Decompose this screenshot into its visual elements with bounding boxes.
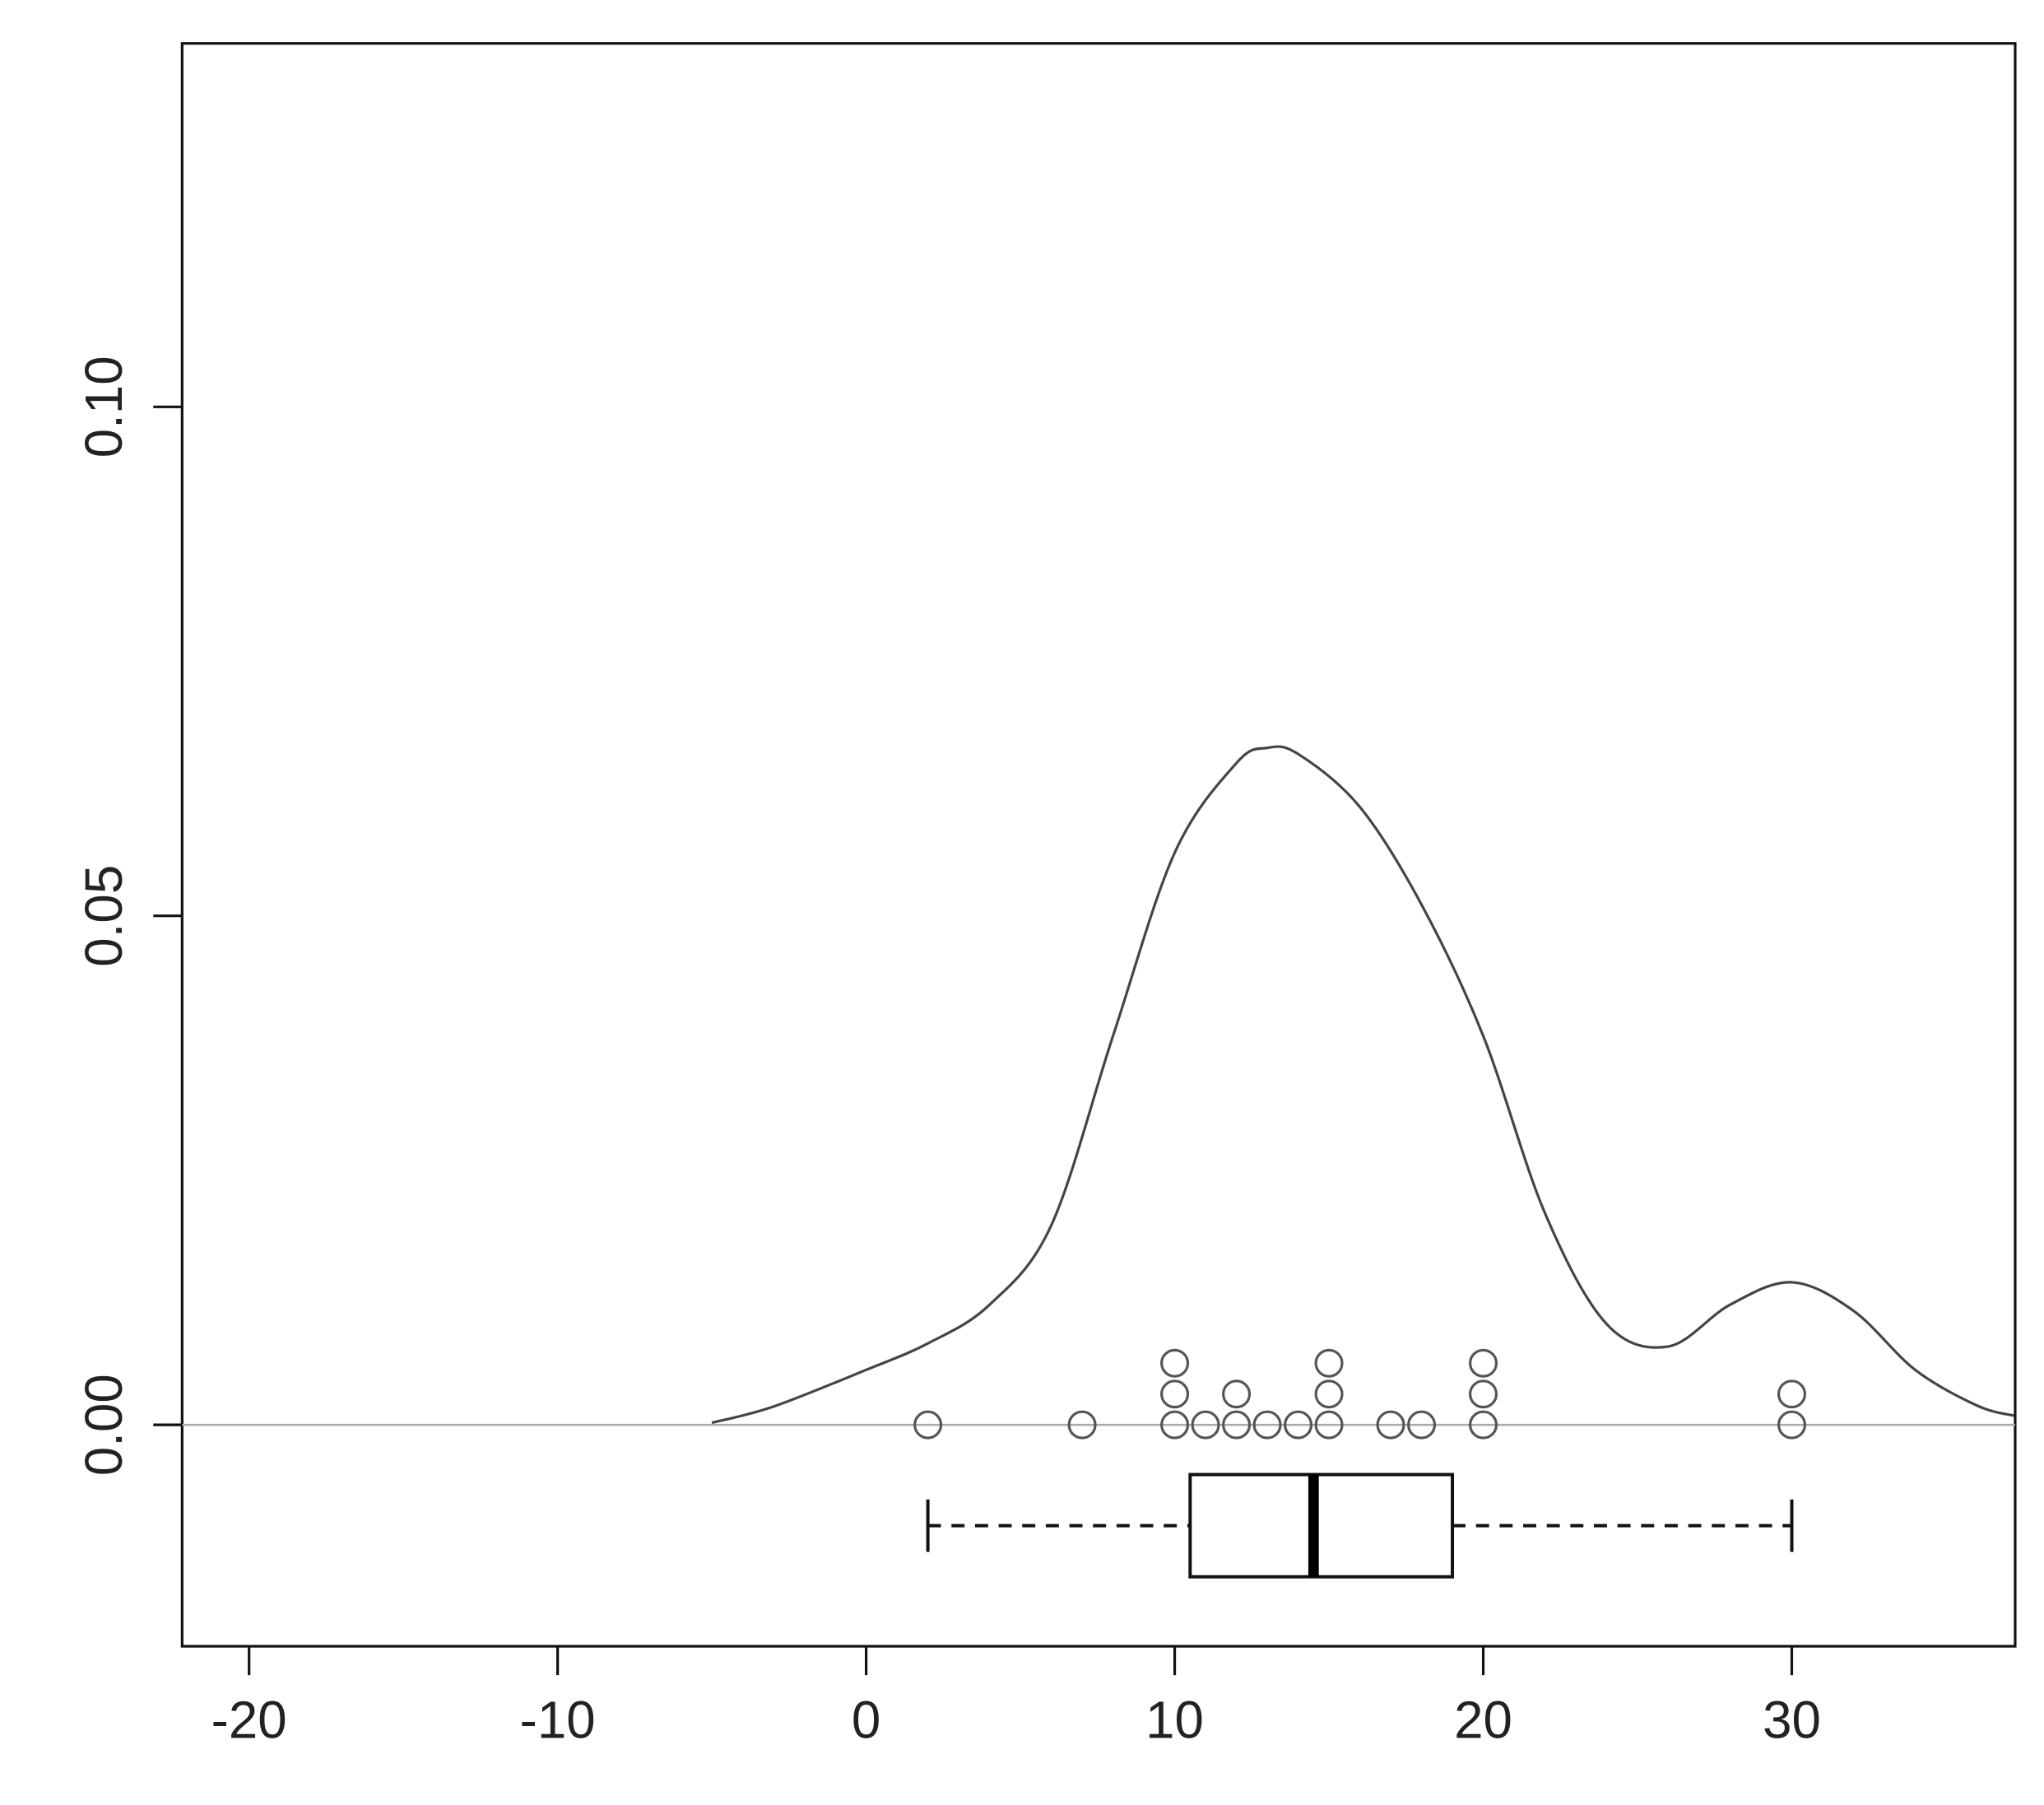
data-point — [1160, 1348, 1190, 1378]
x-tick-label: 30 — [1763, 1691, 1821, 1750]
x-tick-label: 10 — [1145, 1691, 1204, 1750]
data-point — [1160, 1379, 1190, 1409]
x-tick-label: -10 — [520, 1691, 596, 1750]
data-point — [1191, 1410, 1220, 1440]
y-tick-label: 0.05 — [75, 865, 133, 967]
data-point — [1252, 1410, 1282, 1440]
x-tick-label: -20 — [211, 1691, 287, 1750]
data-point — [1777, 1379, 1807, 1409]
data-point — [1067, 1410, 1097, 1440]
data-point — [1407, 1410, 1437, 1440]
data-point — [1376, 1410, 1405, 1440]
data-point — [1314, 1410, 1344, 1440]
data-point — [1222, 1379, 1252, 1409]
data-point — [1314, 1348, 1344, 1378]
y-tick-label: 0.10 — [75, 356, 133, 458]
x-tick-label: 0 — [852, 1691, 880, 1750]
x-tick-label: 20 — [1454, 1691, 1512, 1750]
data-point — [1469, 1410, 1498, 1440]
data-point — [1777, 1410, 1807, 1440]
data-point — [1160, 1410, 1190, 1440]
data-point — [1469, 1379, 1498, 1409]
data-point — [1284, 1410, 1313, 1440]
plot-frame — [180, 42, 2017, 1648]
box — [1188, 1472, 1455, 1579]
data-point — [1469, 1348, 1498, 1378]
y-tick-label: 0.00 — [75, 1374, 133, 1476]
density-line — [711, 745, 2014, 1425]
data-point — [913, 1410, 943, 1440]
data-point — [1222, 1410, 1252, 1440]
data-point — [1314, 1379, 1344, 1409]
